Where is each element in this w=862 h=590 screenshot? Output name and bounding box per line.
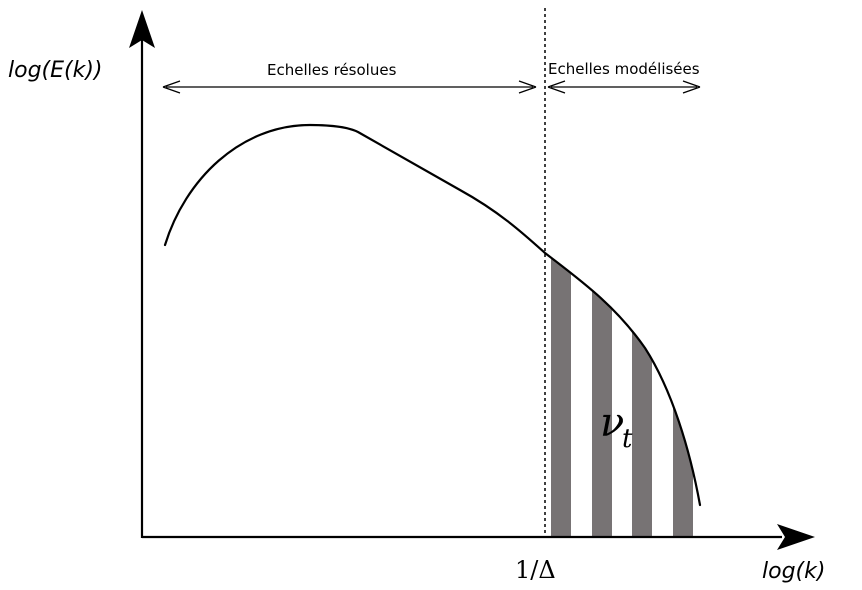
modeled-scales-label: Echelles modélisées [548,60,700,78]
x-axis-label: log(k) [762,559,825,584]
y-axis-arrowhead [129,10,155,48]
nu-symbol: ν [600,400,624,446]
resolved-scales-arrow [162,80,537,94]
turbulent-viscosity-label: ν t [600,400,633,454]
hatch-bar [592,253,612,538]
nu-subscript: t [622,424,633,454]
hatch-bar [632,253,652,538]
modeled-scales-arrow [547,80,701,94]
resolved-scales-label: Echelles résolues [267,61,397,79]
cutoff-label: 1/Δ [515,556,556,584]
x-axis-arrowhead [777,524,815,550]
energy-spectrum-curve [163,123,702,507]
y-axis-label: log(E(k)) [8,58,103,83]
modeled-energy-hatch [551,253,693,538]
hatch-bar [673,253,693,538]
hatch-bar [551,253,571,538]
